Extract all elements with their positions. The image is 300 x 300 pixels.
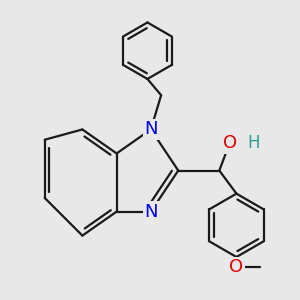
Text: N: N <box>144 202 158 220</box>
Text: O: O <box>223 134 237 152</box>
Text: O: O <box>230 258 244 276</box>
Text: H: H <box>247 134 260 152</box>
Text: N: N <box>144 121 158 139</box>
